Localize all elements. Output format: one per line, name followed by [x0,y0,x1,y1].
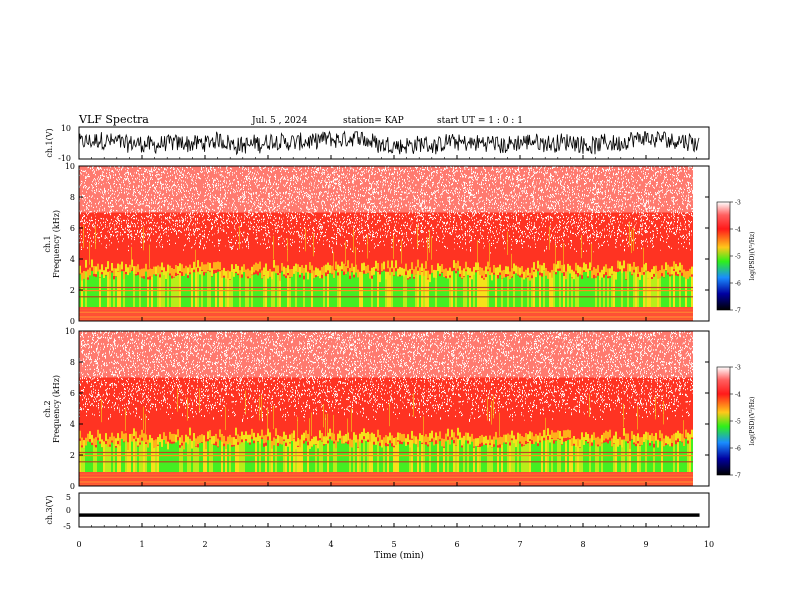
time-axis-label: Time (min) [374,550,424,561]
figure-title: VLF Spectra [78,113,149,126]
ch1-waveform-panel: 10 -10 ch.1(V) [45,124,709,163]
ytick-label: 0 [70,317,75,326]
ch2-spectrogram-channel-label: ch.2 [43,400,52,417]
colorbar-tick-label: -5 [735,254,741,261]
colorbar-tick-label: -7 [735,308,741,315]
ch3-waveform-frame [79,493,709,527]
colorbar-label: log(PSD)(V²/Hz) [749,397,756,446]
ytick-label: 2 [70,451,75,460]
xtick-label: 0 [76,540,81,549]
ch2-spectrogram-ylabel: Frequency (kHz) [52,375,61,443]
ytick-label: 4 [70,255,75,264]
spectrogram-upper-wash [79,331,700,378]
ytick-label: 10 [65,162,75,171]
ch1-ytick-top: 10 [61,124,71,133]
ytick-label: 2 [70,286,75,295]
ch3-waveform-trace [79,513,700,516]
colorbar-tick-label: -3 [735,365,741,372]
xtick-label: 6 [454,540,459,549]
colorbar-tick-label: -3 [735,200,741,207]
ytick-label: 8 [70,193,75,202]
colorbar-tick-label: -4 [735,227,741,234]
colorbar-tick-label: -4 [735,392,741,399]
ch3-ytick-mid: 0 [66,506,71,515]
xtick-label: 1 [139,540,144,549]
xtick-label: 7 [517,540,522,549]
colorbar-gradient [717,202,730,310]
xtick-label: 2 [202,540,207,549]
xtick-label: 4 [328,540,333,549]
colorbar-tick-label: -6 [735,281,741,288]
ch2-spectrogram-panel: 0 2 4 6 8 10 ch.2 Frequency (kHz) [43,327,709,491]
ytick-label: 6 [70,224,75,233]
xtick-label: 3 [265,540,270,549]
ch3-ytick-top: 5 [66,493,71,502]
colorbar-tick-label: -6 [735,446,741,453]
ch1-colorbar: -3 -4 -5 -6 -7 log(PSD)(V²/Hz) [717,200,756,315]
ch3-waveform-ylabel: ch.3(V) [45,495,54,524]
colorbar-label: log(PSD)(V²/Hz) [749,232,756,281]
xtick-label: 8 [580,540,585,549]
ch1-spectrogram-panel: 0 2 4 6 8 10 ch.1 Frequency (kHz) [43,162,709,326]
ytick-label: 0 [70,482,75,491]
ytick-label: 8 [70,358,75,367]
colorbar-tick-label: -5 [735,419,741,426]
ytick-label: 6 [70,389,75,398]
station-label: station= KAP [343,116,404,126]
ch1-spectrogram-channel-label: ch.1 [43,235,52,252]
ch1-waveform-ylabel: ch.1(V) [45,128,54,157]
date-label: Jul. 5 , 2024 [251,116,307,126]
xtick-label: 10 [704,540,714,549]
colorbar-gradient [717,367,730,475]
start-time-label: start UT = 1 : 0 : 1 [437,116,523,126]
ch1-spectrogram-ylabel: Frequency (kHz) [52,210,61,278]
spectrogram-no-data [700,331,709,486]
xtick-label: 5 [391,540,396,549]
ytick-label: 10 [65,327,75,336]
colorbar-tick-label: -7 [735,473,741,480]
ytick-label: 4 [70,420,75,429]
xtick-label: 9 [643,540,648,549]
spectrogram-no-data [700,166,709,321]
ch2-colorbar: -3 -4 -5 -6 -7 log(PSD)(V²/Hz) [717,365,756,480]
ch3-waveform-panel: 5 0 -5 ch.3(V) [45,493,709,531]
spectrogram-upper-wash [79,166,700,213]
ch3-ytick-bottom: -5 [63,522,71,531]
